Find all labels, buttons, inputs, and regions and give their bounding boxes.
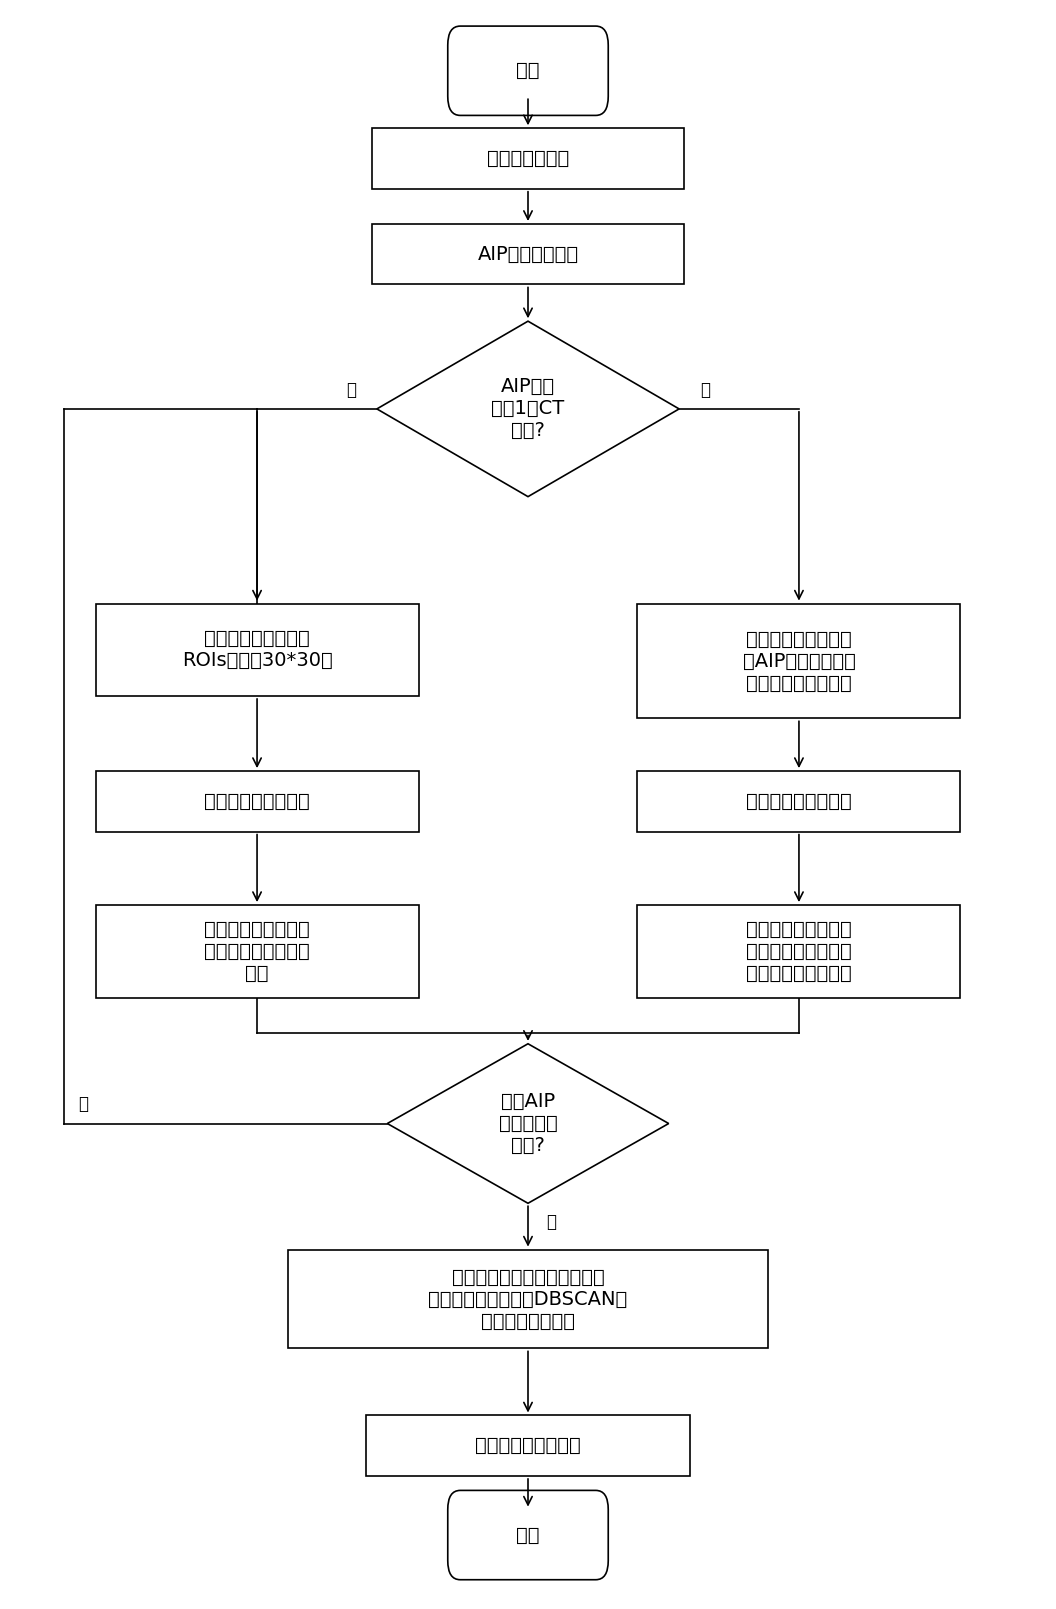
Bar <box>95 603 418 697</box>
Bar <box>95 771 418 832</box>
Text: 否: 否 <box>78 1096 88 1113</box>
Text: 否: 否 <box>346 381 356 399</box>
Text: 超像素间距离计算和
斜率检测，确定聚类
阈值: 超像素间距离计算和 斜率检测，确定聚类 阈值 <box>204 920 309 983</box>
Text: 是: 是 <box>700 381 710 399</box>
FancyBboxPatch shape <box>448 1490 608 1580</box>
Text: 是: 是 <box>546 1213 555 1231</box>
Polygon shape <box>388 1044 668 1204</box>
Bar <box>638 771 961 832</box>
Text: 超像素间的距离计算
和斜率检测，确定聚
类起始点和聚类阈值: 超像素间的距离计算 和斜率检测，确定聚 类起始点和聚类阈值 <box>747 920 852 983</box>
Text: 序列肺结节图像提取: 序列肺结节图像提取 <box>475 1437 581 1455</box>
FancyBboxPatch shape <box>448 26 608 116</box>
Text: AIP序列图像获取: AIP序列图像获取 <box>477 245 579 264</box>
Bar <box>638 603 961 718</box>
Bar <box>372 129 684 188</box>
Text: 结束: 结束 <box>516 1525 540 1545</box>
Text: AIP重建
层第1张CT
图像?: AIP重建 层第1张CT 图像? <box>491 378 565 441</box>
Text: 序列肺实质分割: 序列肺实质分割 <box>487 150 569 167</box>
Text: 与多尺度圆点增强后
的AIP序列图像进行
比较，保留圆形区域: 与多尺度圆点增强后 的AIP序列图像进行 比较，保留圆形区域 <box>742 629 855 692</box>
Bar <box>372 224 684 285</box>
Bar <box>366 1416 690 1475</box>
Bar <box>288 1250 768 1348</box>
Bar <box>638 904 961 998</box>
Text: 根据得到的聚类起始块序列和
聚类阈值序列，执行DBSCAN超
像素序列图像聚类: 根据得到的聚类起始块序列和 聚类阈值序列，执行DBSCAN超 像素序列图像聚类 <box>429 1268 627 1331</box>
Text: 开始: 开始 <box>516 61 540 80</box>
Text: 根据聚类起始点提取
ROIs区域（30*30）: 根据聚类起始点提取 ROIs区域（30*30） <box>182 629 333 671</box>
Text: 超像素序列图像分割: 超像素序列图像分割 <box>747 792 852 811</box>
Text: 超像素序列图像分割: 超像素序列图像分割 <box>204 792 309 811</box>
Polygon shape <box>377 322 679 497</box>
Text: 所有AIP
重建层执行
完毕?: 所有AIP 重建层执行 完毕? <box>498 1093 558 1155</box>
Bar <box>95 904 418 998</box>
